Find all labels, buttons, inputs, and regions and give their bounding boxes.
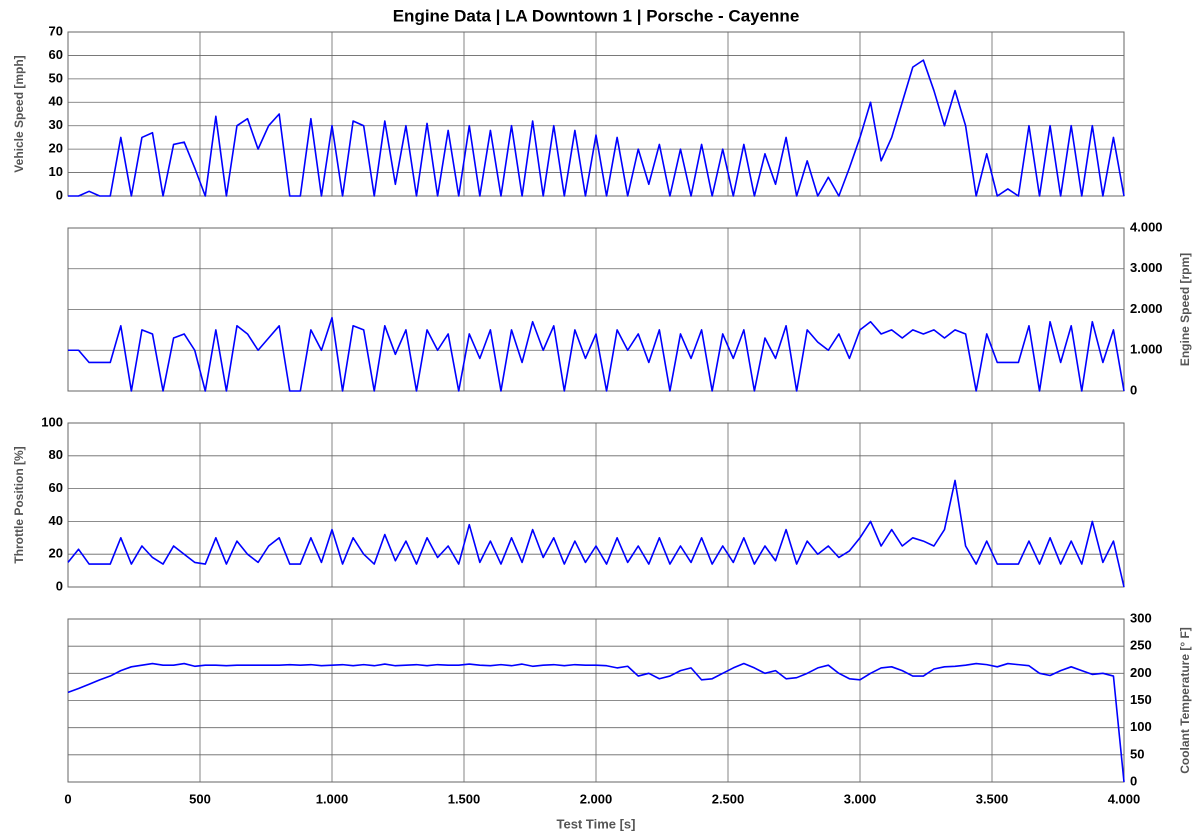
y-tick-label: 40 — [49, 513, 63, 528]
y-tick-label: 3.000 — [1130, 260, 1163, 275]
y-tick-label: 150 — [1130, 692, 1152, 707]
plot-frame — [67, 422, 1125, 588]
data-line — [67, 662, 1125, 783]
x-tick-label: 2.500 — [712, 791, 745, 806]
y-axis-label: Vehicle Speed [mph] — [12, 55, 26, 172]
y-tick-label: 300 — [1130, 610, 1152, 625]
x-tick-label: 2.000 — [580, 791, 613, 806]
y-tick-label: 1.000 — [1130, 342, 1163, 357]
chart-title: Engine Data | LA Downtown 1 | Porsche - … — [393, 6, 800, 25]
y-tick-label: 30 — [49, 117, 63, 132]
x-tick-label: 3.500 — [976, 791, 1009, 806]
y-tick-label: 4.000 — [1130, 219, 1163, 234]
y-tick-label: 250 — [1130, 638, 1152, 653]
y-tick-label: 100 — [1130, 719, 1152, 734]
plot-frame — [67, 31, 1125, 197]
y-tick-label: 0 — [56, 578, 63, 593]
y-tick-label: 20 — [49, 546, 63, 561]
y-axis-label: Throttle Position [%] — [12, 446, 26, 563]
y-tick-label: 60 — [49, 47, 63, 62]
x-axis-label: Test Time [s] — [557, 816, 636, 831]
y-tick-label: 10 — [49, 164, 63, 179]
data-line — [68, 59, 1125, 197]
x-tick-label: 500 — [189, 791, 211, 806]
x-tick-label: 4.000 — [1108, 791, 1141, 806]
y-tick-label: 20 — [49, 141, 63, 156]
y-tick-label: 2.000 — [1130, 301, 1163, 316]
y-tick-label: 80 — [49, 447, 63, 462]
y-tick-label: 200 — [1130, 665, 1152, 680]
y-tick-label: 40 — [49, 94, 63, 109]
y-tick-label: 100 — [41, 414, 63, 429]
data-line — [67, 479, 1125, 588]
y-tick-label: 0 — [1130, 382, 1137, 397]
x-tick-label: 3.000 — [844, 791, 877, 806]
y-tick-label: 50 — [49, 70, 63, 85]
x-tick-label: 1.000 — [316, 791, 349, 806]
y-tick-label: 70 — [49, 23, 63, 38]
x-tick-label: 0 — [64, 791, 71, 806]
plot-frame — [67, 227, 1125, 392]
y-tick-label: 60 — [49, 480, 63, 495]
x-tick-label: 1.500 — [448, 791, 481, 806]
data-line — [68, 316, 1125, 392]
y-tick-label: 0 — [56, 187, 63, 202]
y-axis-label: Coolant Temperature [° F] — [1178, 627, 1192, 774]
y-tick-label: 0 — [1130, 773, 1137, 788]
y-tick-label: 50 — [1130, 746, 1144, 761]
y-axis-label: Engine Speed [rpm] — [1178, 253, 1192, 366]
plot-frame — [67, 618, 1125, 783]
